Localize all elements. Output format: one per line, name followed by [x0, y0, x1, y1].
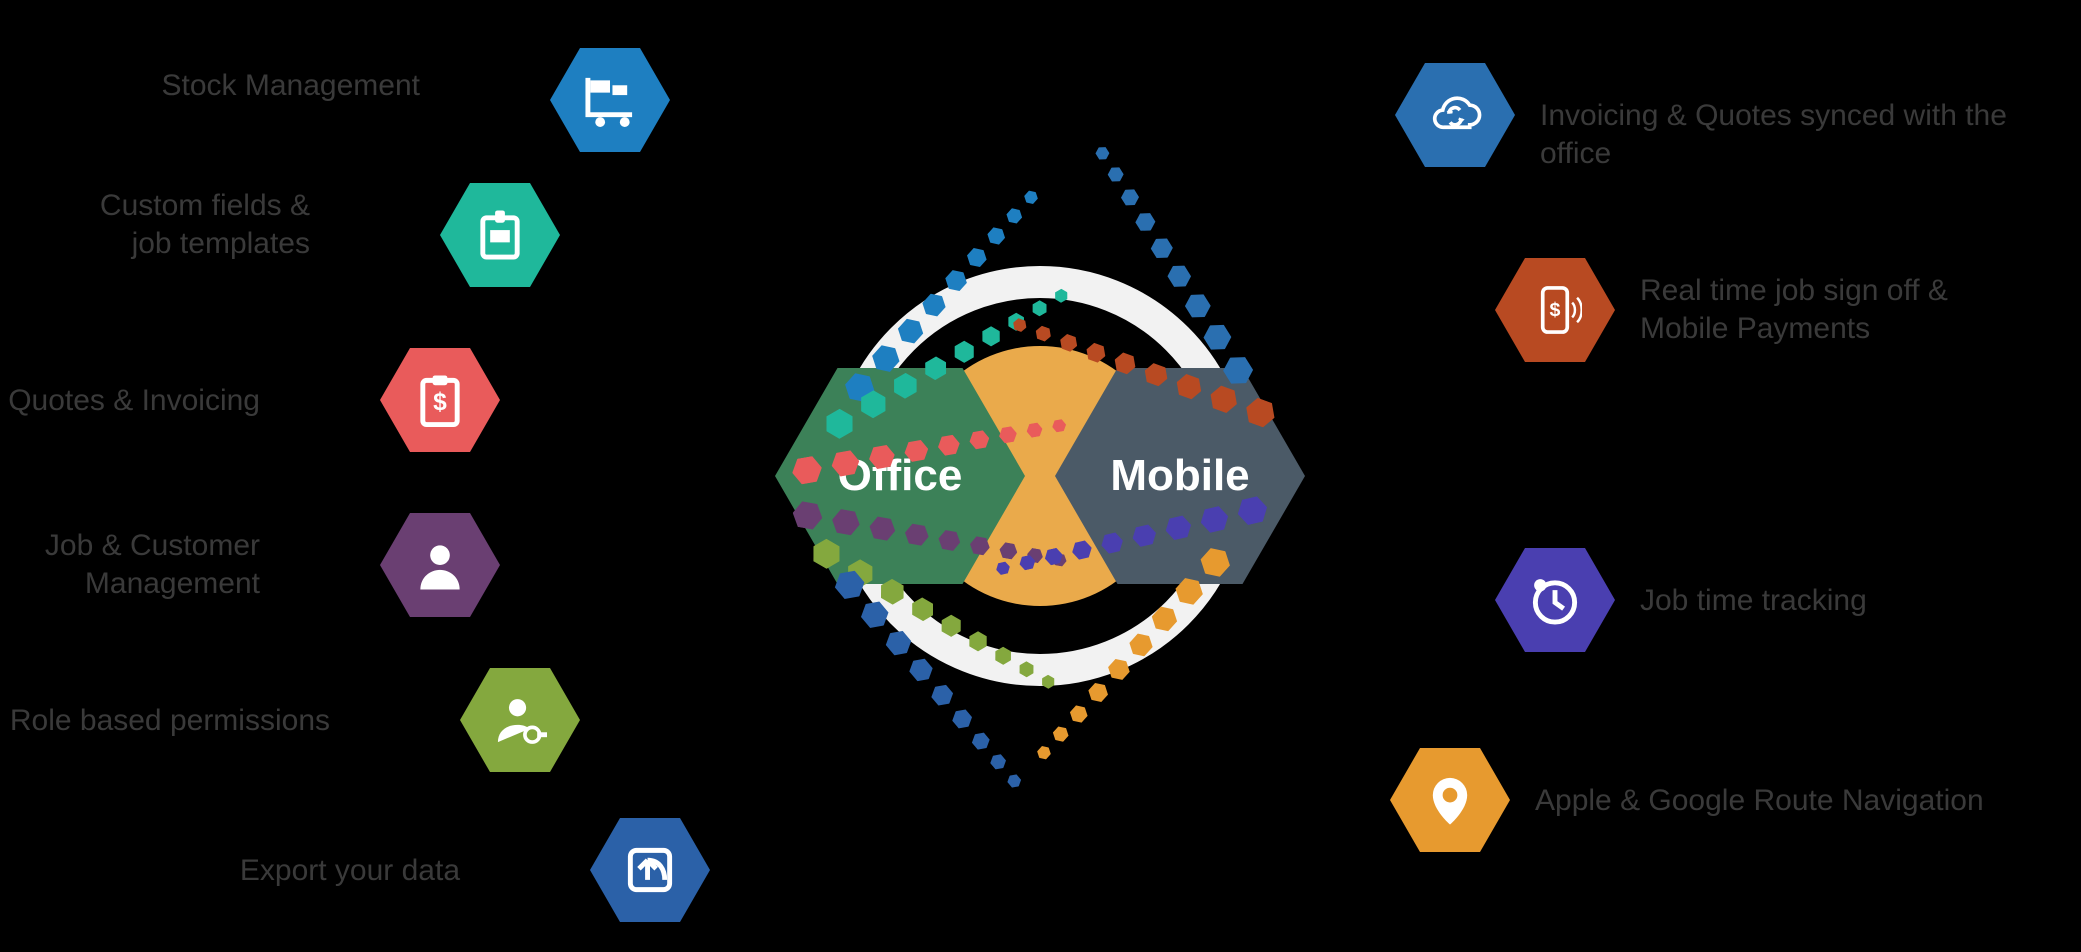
- feature-label-timetrack: Job time tracking: [1640, 582, 1867, 620]
- feature-label-quotes: Quotes & Invoicing: [8, 382, 260, 420]
- feature-hex-templates: [440, 183, 560, 287]
- clipboard-icon: [413, 373, 467, 427]
- feature-hex-stock: [550, 48, 670, 152]
- feature-hex-route: [1390, 748, 1510, 852]
- board-icon: [473, 208, 527, 262]
- feature-hex-export: [590, 818, 710, 922]
- phone-icon: [1528, 283, 1582, 337]
- cloud-icon: [1428, 88, 1482, 142]
- person-icon: [413, 538, 467, 592]
- hub-mobile-label: Mobile: [1110, 451, 1249, 501]
- feature-hex-timetrack: [1495, 548, 1615, 652]
- feature-label-templates: Custom fields &job templates: [100, 187, 310, 262]
- personkey-icon: [493, 693, 547, 747]
- trolley-icon: [583, 73, 637, 127]
- feature-hex-roles: [460, 668, 580, 772]
- feature-label-stock: Stock Management: [162, 67, 420, 105]
- feature-hex-sync: [1395, 63, 1515, 167]
- feature-label-route: Apple & Google Route Navigation: [1535, 782, 1984, 820]
- feature-label-roles: Role based permissions: [10, 702, 330, 740]
- share-icon: [623, 843, 677, 897]
- feature-hex-jobcust: [380, 513, 500, 617]
- pin-icon: [1423, 773, 1477, 827]
- feature-label-sync: Invoicing & Quotes synced with the offic…: [1540, 97, 2081, 172]
- feature-hex-signoff: [1495, 258, 1615, 362]
- feature-label-signoff: Real time job sign off &Mobile Payments: [1640, 272, 1948, 347]
- clock-icon: [1528, 573, 1582, 627]
- feature-hex-quotes: [380, 348, 500, 452]
- feature-label-jobcust: Job & CustomerManagement: [45, 527, 260, 602]
- feature-label-export: Export your data: [240, 852, 460, 890]
